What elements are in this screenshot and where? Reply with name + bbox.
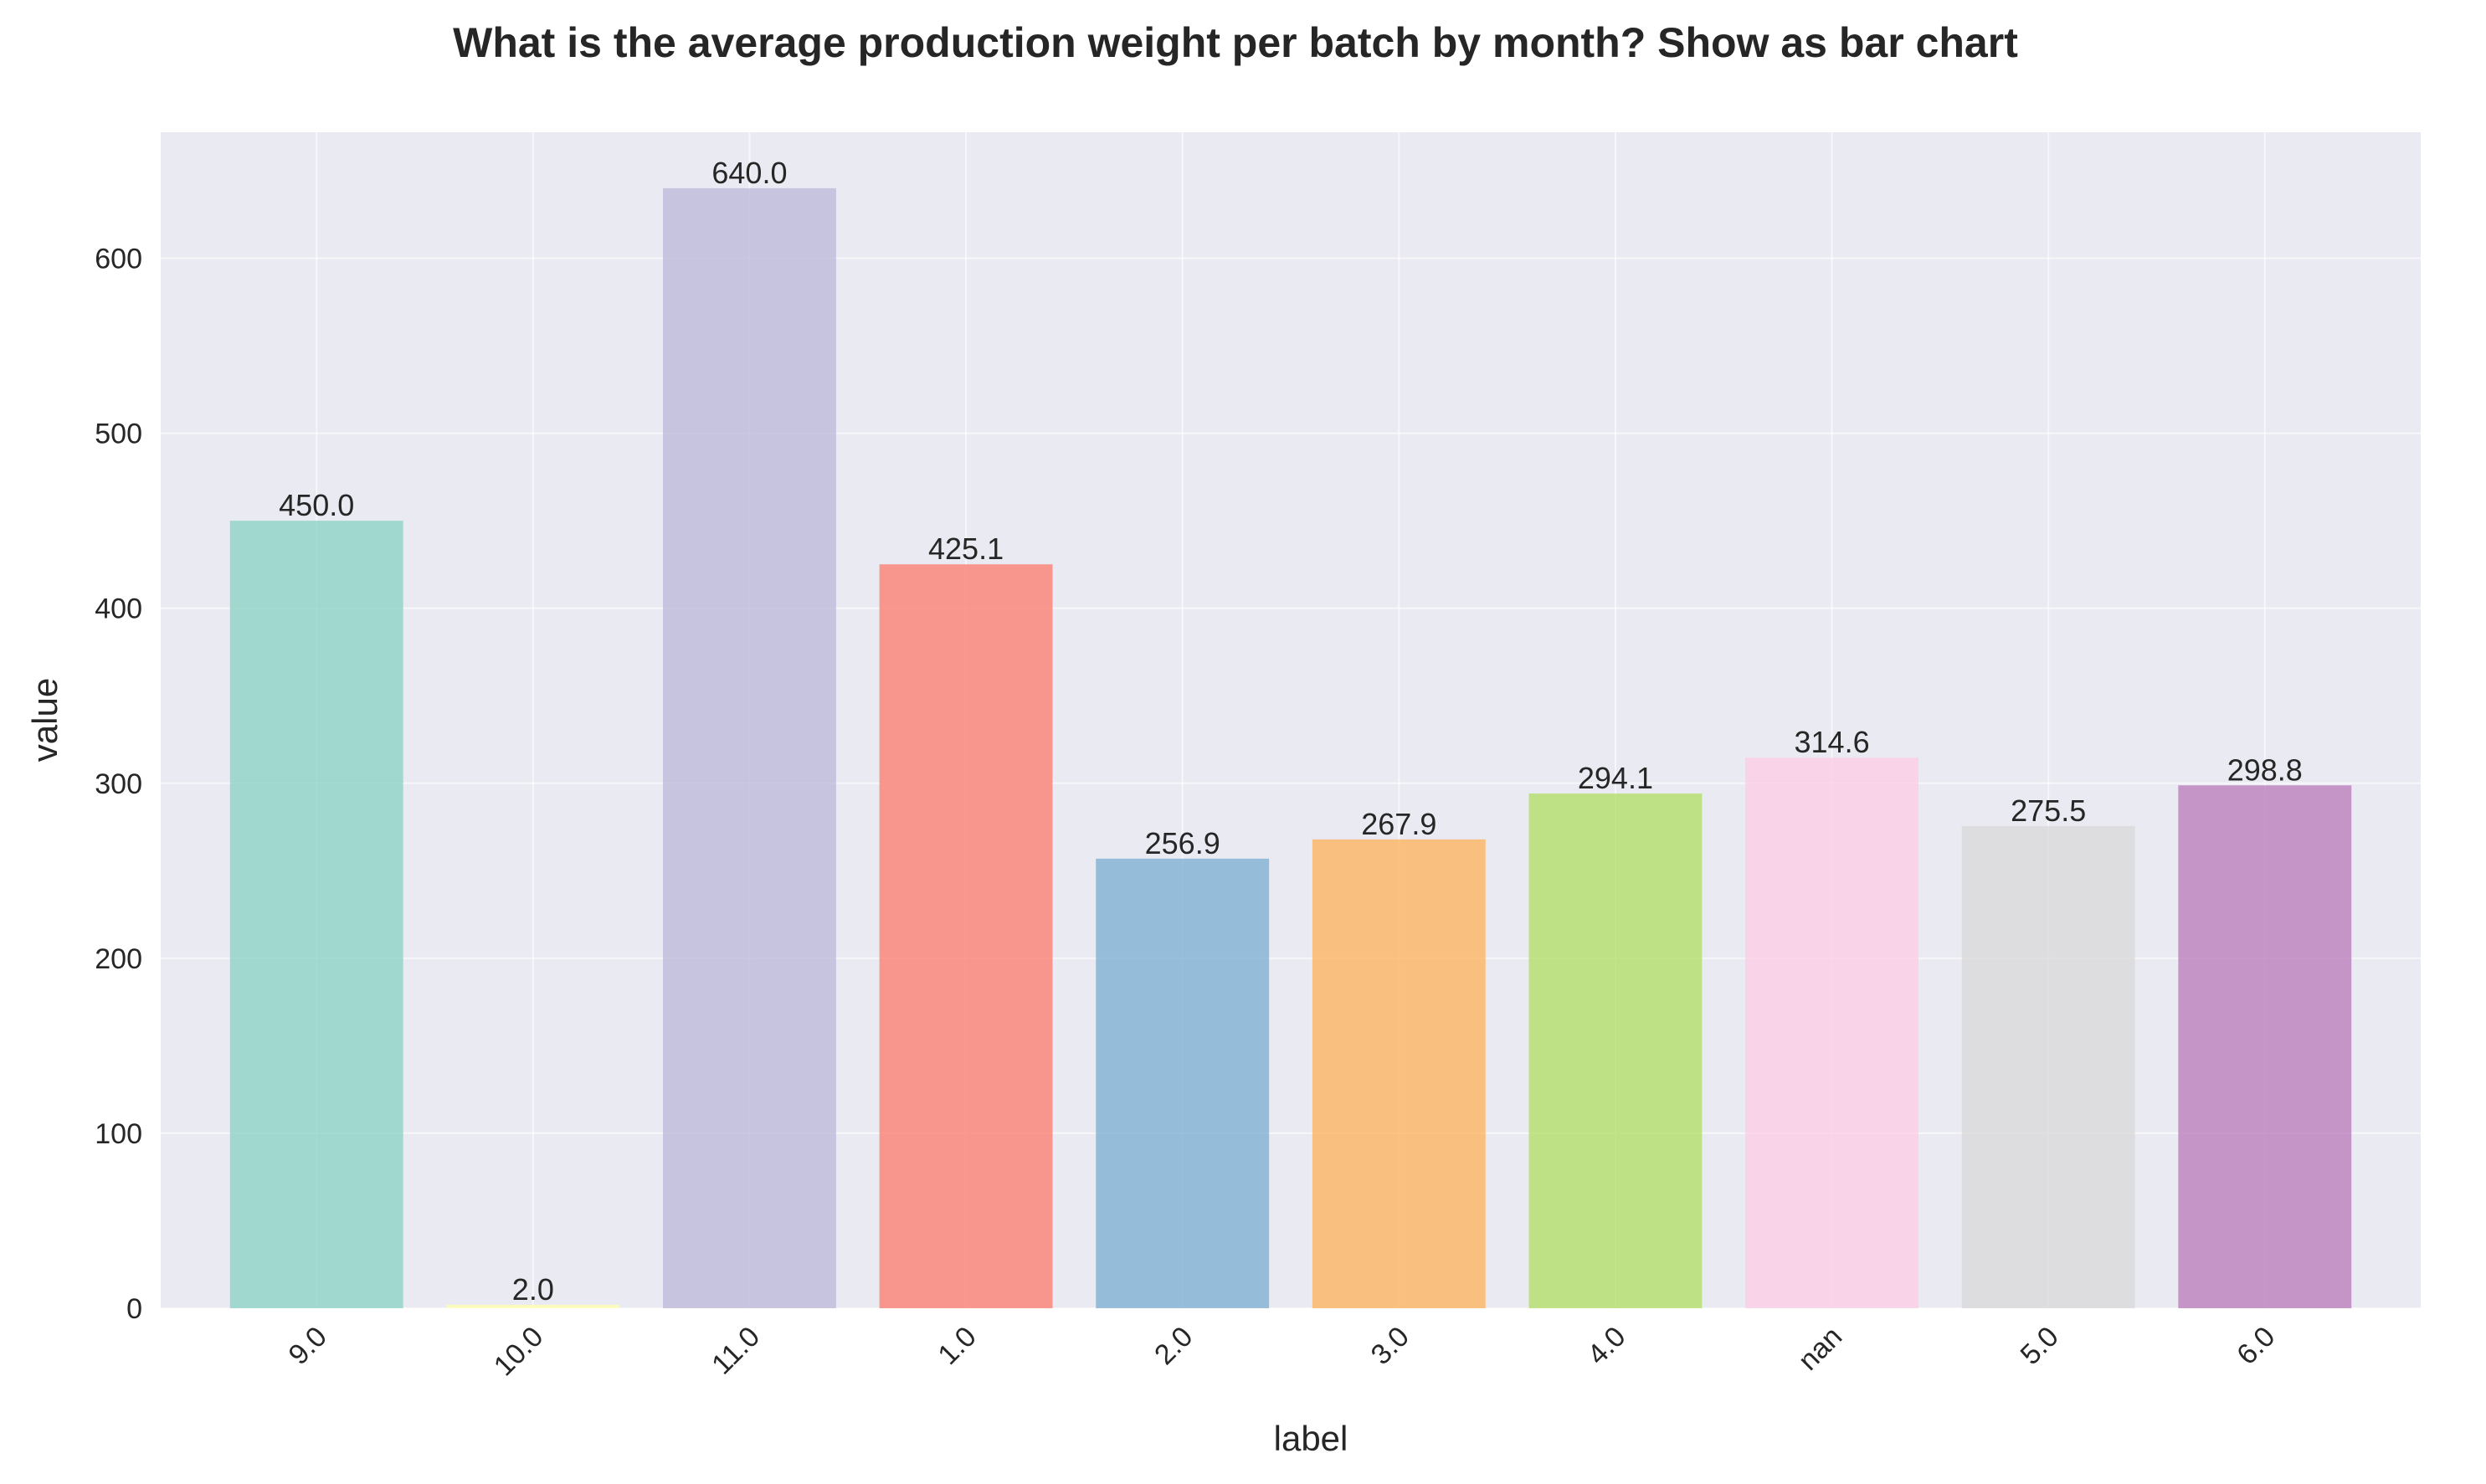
x-tick-label: 4.0 (1581, 1321, 1631, 1371)
x-tick-label: 9.0 (283, 1321, 333, 1371)
x-tick-label: 3.0 (1365, 1321, 1415, 1371)
y-tick-label: 0 (126, 1293, 142, 1325)
x-axis-ticks: 9.0 10.0 11.0 1.0 2.0 3.0 4.0 nan 5.0 6.0 (283, 1321, 2282, 1383)
y-tick-label: 600 (95, 244, 142, 275)
x-tick-label: 11.0 (706, 1321, 766, 1381)
bar-10.0 (446, 1304, 620, 1308)
bars (229, 187, 2352, 1308)
chart-title: What is the average production weight pe… (453, 19, 2018, 66)
bar-2.0 (1096, 858, 1270, 1308)
x-tick-label: nan (1792, 1321, 1848, 1377)
bar-1.0 (879, 564, 1053, 1308)
value-labels: 450.0 2.0 640.0 425.1 256.9 267.9 294.1 314.6 27… (279, 156, 2303, 1307)
bar-nan (1745, 757, 1918, 1308)
value-label: 294.1 (1578, 761, 1653, 795)
bar-3.0 (1312, 839, 1486, 1308)
bar-4.0 (1528, 793, 1703, 1308)
bar-9.0 (229, 521, 403, 1308)
value-label: 275.5 (2011, 793, 2086, 828)
value-label: 298.8 (2227, 752, 2303, 787)
x-tick-label: 5.0 (2015, 1321, 2065, 1371)
value-label: 256.9 (1145, 826, 1220, 860)
x-tick-label: 10.0 (488, 1321, 550, 1383)
bar-11.0 (663, 187, 836, 1308)
y-tick-label: 500 (95, 418, 142, 450)
y-tick-label: 300 (95, 768, 142, 800)
bar-5.0 (1961, 825, 2135, 1308)
value-label: 425.1 (928, 531, 1004, 566)
x-tick-label: 6.0 (2231, 1321, 2281, 1371)
value-label: 640.0 (711, 156, 787, 190)
y-axis-label: value (25, 678, 64, 762)
x-axis-label: label (1274, 1419, 1348, 1458)
value-label: 2.0 (512, 1272, 554, 1307)
x-tick-label: 1.0 (932, 1321, 982, 1371)
value-label: 314.6 (1795, 725, 1870, 759)
bar-6.0 (2178, 785, 2352, 1308)
x-tick-label: 2.0 (1148, 1321, 1199, 1371)
value-label: 450.0 (279, 488, 354, 522)
y-tick-label: 400 (95, 593, 142, 625)
y-axis-ticks: 0 100 200 300 400 500 600 (95, 244, 142, 1325)
y-tick-label: 200 (95, 943, 142, 975)
value-label: 267.9 (1361, 807, 1436, 841)
y-tick-label: 100 (95, 1118, 142, 1150)
